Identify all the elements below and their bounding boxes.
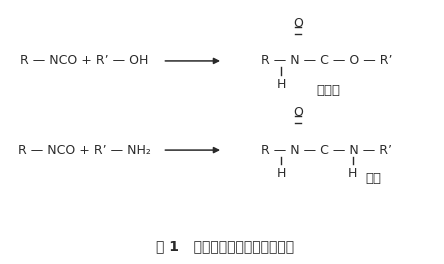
Text: O: O: [293, 17, 303, 30]
Text: 聚脲: 聚脲: [365, 172, 381, 185]
Text: H: H: [277, 78, 286, 91]
Text: R — NCO + R’ — OH: R — NCO + R’ — OH: [20, 54, 149, 67]
Text: R — NCO + R’ — NH₂: R — NCO + R’ — NH₂: [18, 144, 151, 157]
Text: H: H: [277, 167, 286, 180]
Text: H: H: [348, 167, 357, 180]
Text: 图 1   聚氨酯、聚脲化学反应原理: 图 1 聚氨酯、聚脲化学反应原理: [156, 239, 294, 253]
Text: 聚氨酯: 聚氨酯: [316, 84, 340, 97]
Text: O: O: [293, 106, 303, 119]
Text: R — N — C — N — R’: R — N — C — N — R’: [261, 144, 392, 157]
Text: R — N — C — O — R’: R — N — C — O — R’: [261, 54, 392, 67]
